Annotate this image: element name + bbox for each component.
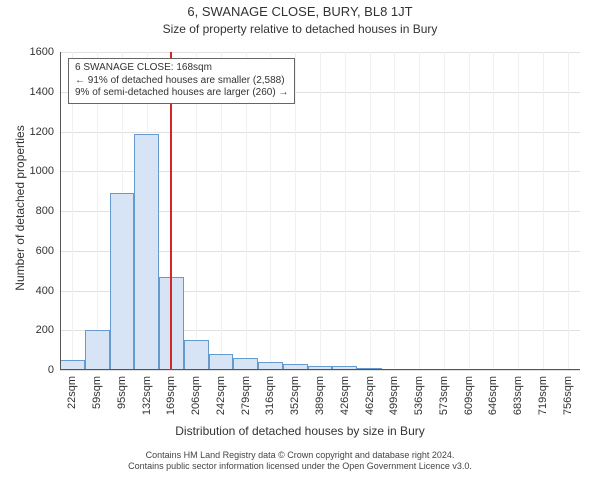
annotation-line: ← 91% of detached houses are smaller (2,… [75, 75, 288, 88]
y-tick-label: 1000 [20, 165, 54, 177]
x-tick-label: 132sqm [141, 376, 153, 415]
footer-line-1: Contains HM Land Registry data © Crown c… [0, 450, 600, 461]
x-tick-label: 169sqm [165, 376, 177, 415]
gridline-v [518, 52, 519, 370]
histogram-bar [209, 354, 234, 370]
footer: Contains HM Land Registry data © Crown c… [0, 450, 600, 473]
x-tick-label: 609sqm [463, 376, 475, 415]
gridline-v [394, 52, 395, 370]
x-tick-label: 206sqm [190, 376, 202, 415]
gridline-v [320, 52, 321, 370]
x-tick-label: 756sqm [562, 376, 574, 415]
x-tick-label: 279sqm [240, 376, 252, 415]
x-tick-label: 573sqm [438, 376, 450, 415]
gridline-v [568, 52, 569, 370]
annotation-line: 6 SWANAGE CLOSE: 168sqm [75, 62, 288, 75]
histogram-bar [184, 340, 209, 370]
gridline-v [345, 52, 346, 370]
annotation-box: 6 SWANAGE CLOSE: 168sqm← 91% of detached… [68, 58, 295, 104]
annotation-line: 9% of semi-detached houses are larger (2… [75, 87, 288, 100]
x-tick-label: 389sqm [314, 376, 326, 415]
x-tick-label: 22sqm [66, 376, 78, 409]
y-tick-label: 1600 [20, 46, 54, 58]
x-tick-label: 499sqm [388, 376, 400, 415]
gridline-v [543, 52, 544, 370]
y-tick-label: 800 [20, 205, 54, 217]
x-tick-label: 426sqm [339, 376, 351, 415]
chart-subtitle: Size of property relative to detached ho… [0, 22, 600, 36]
y-tick-label: 600 [20, 245, 54, 257]
histogram-bar [85, 330, 110, 370]
x-tick-label: 646sqm [487, 376, 499, 415]
y-tick-label: 1200 [20, 126, 54, 138]
y-tick-label: 1400 [20, 86, 54, 98]
x-tick-label: 536sqm [413, 376, 425, 415]
gridline-v [419, 52, 420, 370]
gridline-v [469, 52, 470, 370]
y-tick-label: 0 [20, 364, 54, 376]
x-tick-label: 316sqm [264, 376, 276, 415]
x-tick-label: 719sqm [537, 376, 549, 415]
footer-line-2: Contains public sector information licen… [0, 461, 600, 472]
histogram-bar [134, 134, 159, 371]
gridline-h [60, 370, 580, 371]
chart-title: 6, SWANAGE CLOSE, BURY, BL8 1JT [0, 4, 600, 19]
x-tick-label: 462sqm [364, 376, 376, 415]
gridline-v [370, 52, 371, 370]
x-tick-label: 242sqm [215, 376, 227, 415]
x-tick-label: 683sqm [512, 376, 524, 415]
histogram-bar [110, 193, 135, 370]
x-axis-label: Distribution of detached houses by size … [0, 424, 600, 438]
gridline-v [493, 52, 494, 370]
x-tick-label: 59sqm [91, 376, 103, 409]
x-tick-label: 352sqm [289, 376, 301, 415]
y-tick-label: 200 [20, 324, 54, 336]
gridline-v [444, 52, 445, 370]
x-axis-line [60, 369, 580, 370]
y-tick-label: 400 [20, 285, 54, 297]
x-tick-label: 95sqm [116, 376, 128, 409]
y-axis-line [60, 52, 61, 370]
